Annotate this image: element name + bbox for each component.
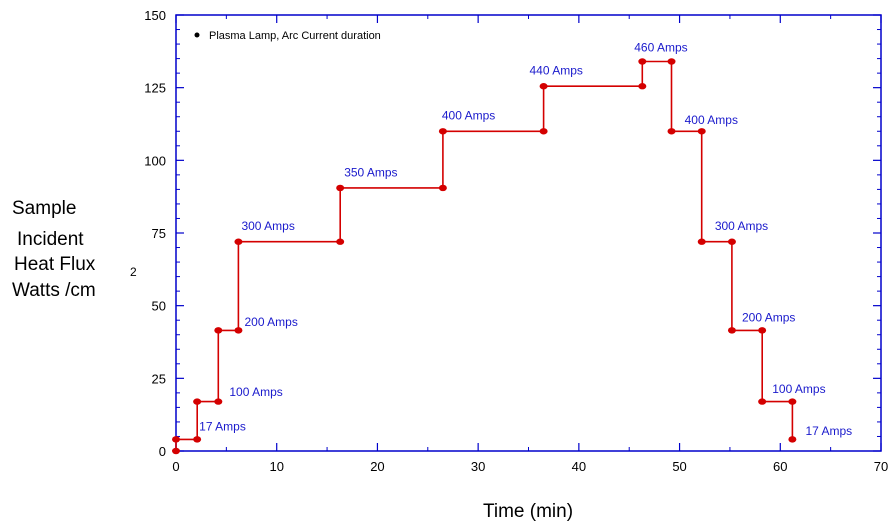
data-point (438, 128, 447, 135)
data-point (193, 436, 202, 443)
amp-annotation: 460 Amps (634, 40, 687, 54)
legend-label: Plasma Lamp, Arc Current duration (209, 30, 381, 42)
data-point (758, 327, 767, 334)
data-point (788, 398, 797, 405)
amp-annotation: 200 Amps (742, 311, 795, 325)
x-tick-label: 0 (172, 459, 179, 474)
data-point (638, 83, 647, 90)
data-point (539, 128, 548, 135)
data-point (697, 128, 706, 135)
amp-annotation: 17 Amps (805, 424, 852, 438)
y-tick-label: 50 (152, 299, 166, 314)
y-axis-title-line: Heat Flux (14, 254, 96, 275)
data-point (193, 398, 202, 405)
x-tick-label: 30 (471, 459, 485, 474)
amp-annotation: 300 Amps (715, 219, 768, 233)
data-point (336, 238, 345, 245)
data-point (667, 58, 676, 65)
amp-annotation: 17 Amps (199, 420, 246, 434)
amp-annotation: 100 Amps (229, 385, 282, 399)
data-point (758, 398, 767, 405)
data-point (727, 327, 736, 334)
y-tick-label: 75 (152, 226, 166, 241)
y-tick-label: 150 (144, 8, 166, 23)
data-point (172, 436, 180, 443)
x-tick-label: 50 (672, 459, 686, 474)
amp-annotation: 100 Amps (772, 382, 825, 396)
y-tick-label: 100 (144, 153, 166, 168)
data-point (788, 436, 797, 443)
amp-annotation: 350 Amps (344, 165, 397, 179)
amp-annotation: 400 Amps (442, 109, 495, 123)
data-point (697, 238, 706, 245)
data-point (234, 238, 243, 245)
y-axis-title-line: Sample (12, 198, 76, 219)
x-tick-label: 70 (874, 459, 888, 474)
data-point (172, 447, 180, 455)
amp-annotation: 400 Amps (685, 113, 738, 127)
series-line (175, 60, 794, 451)
amp-annotation: 440 Amps (530, 64, 583, 78)
y-tick-label: 125 (144, 81, 166, 96)
y-tick-label: 0 (159, 444, 166, 459)
x-tick-label: 10 (269, 459, 283, 474)
data-point (667, 128, 676, 135)
data-point (438, 184, 447, 192)
data-point (214, 327, 223, 334)
x-tick-label: 40 (572, 459, 586, 474)
data-point (336, 184, 345, 192)
data-point (727, 238, 736, 245)
amp-annotation: 300 Amps (241, 219, 294, 233)
x-axis-title: Time (min) (483, 501, 573, 522)
legend-marker (194, 32, 200, 38)
data-point (214, 398, 223, 405)
y-tick-label: 25 (152, 371, 166, 386)
y-axis-superscript: 2 (130, 265, 137, 279)
data-point (638, 58, 647, 65)
x-tick-label: 20 (370, 459, 384, 474)
amp-annotation: 200 Amps (244, 315, 297, 329)
x-tick-label: 60 (773, 459, 787, 474)
data-point (539, 83, 548, 90)
data-point (234, 327, 243, 334)
y-axis-title-line: Watts /cm (12, 280, 96, 301)
y-axis-title-line: Incident (17, 229, 84, 250)
